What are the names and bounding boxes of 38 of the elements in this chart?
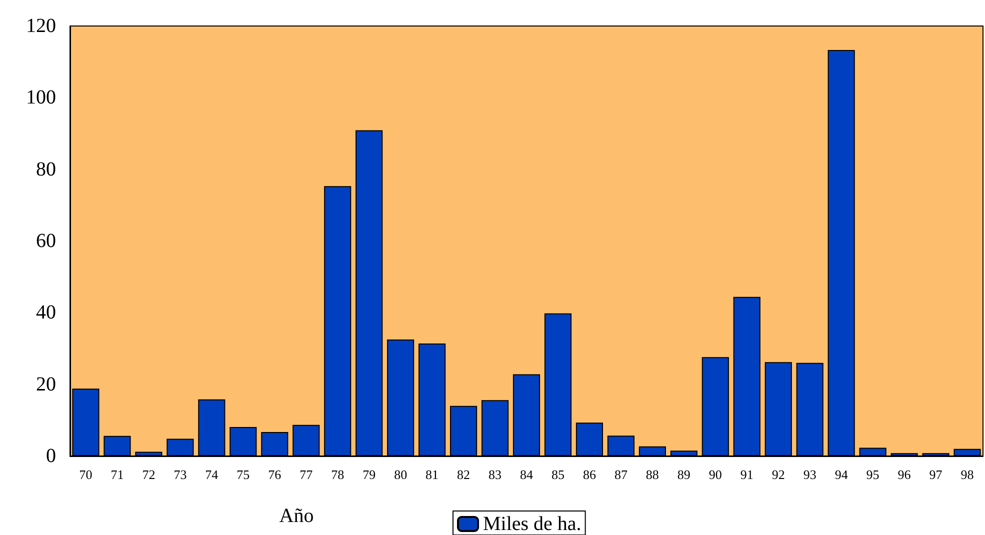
y-tick-label: 20 (36, 373, 56, 396)
x-tick-label: 78 (331, 467, 344, 482)
y-tick-label: 120 (26, 15, 56, 37)
x-tick-label: 89 (677, 467, 690, 482)
x-tick-label: 87 (614, 467, 628, 482)
x-tick-label: 81 (426, 467, 439, 482)
x-tick-label: 98 (960, 467, 974, 482)
legend-label: Miles de ha. (483, 513, 582, 535)
x-tick-label: 75 (236, 467, 250, 482)
x-tick-label: 90 (708, 467, 722, 482)
x-tick-label: 92 (772, 467, 785, 482)
x-tick-label: 91 (740, 467, 754, 482)
x-tick-label: 85 (551, 467, 564, 482)
x-tick-label: 84 (520, 467, 534, 482)
x-tick-label: 74 (205, 467, 219, 482)
x-tick-label: 95 (866, 467, 880, 482)
y-tick-label: 40 (36, 302, 56, 324)
x-tick-label: 72 (142, 467, 156, 482)
x-tick-label: 73 (174, 467, 187, 482)
x-tick-label: 88 (646, 467, 659, 482)
x-tick-label: 83 (488, 467, 502, 482)
y-tick-label: 60 (36, 230, 56, 252)
x-tick-label: 77 (300, 467, 314, 482)
x-tick-label: 97 (929, 467, 943, 482)
x-tick-label: 96 (898, 467, 912, 482)
x-tick-label: 71 (110, 467, 124, 482)
y-tick-label: 80 (36, 158, 56, 180)
x-tick-label: 79 (362, 467, 376, 482)
y-tick-label: 0 (46, 445, 56, 467)
x-tick-label: 76 (268, 467, 282, 482)
x-tick-label: 93 (803, 467, 816, 482)
y-tick-label: 100 (26, 86, 56, 109)
x-tick-label: 82 (457, 467, 470, 482)
x-tick-label: 70 (79, 467, 92, 482)
x-tick-label: 86 (582, 467, 596, 482)
x-axis-title: Año (279, 505, 314, 527)
x-tick-label: 94 (834, 467, 848, 482)
x-tick-label: 80 (394, 467, 408, 482)
